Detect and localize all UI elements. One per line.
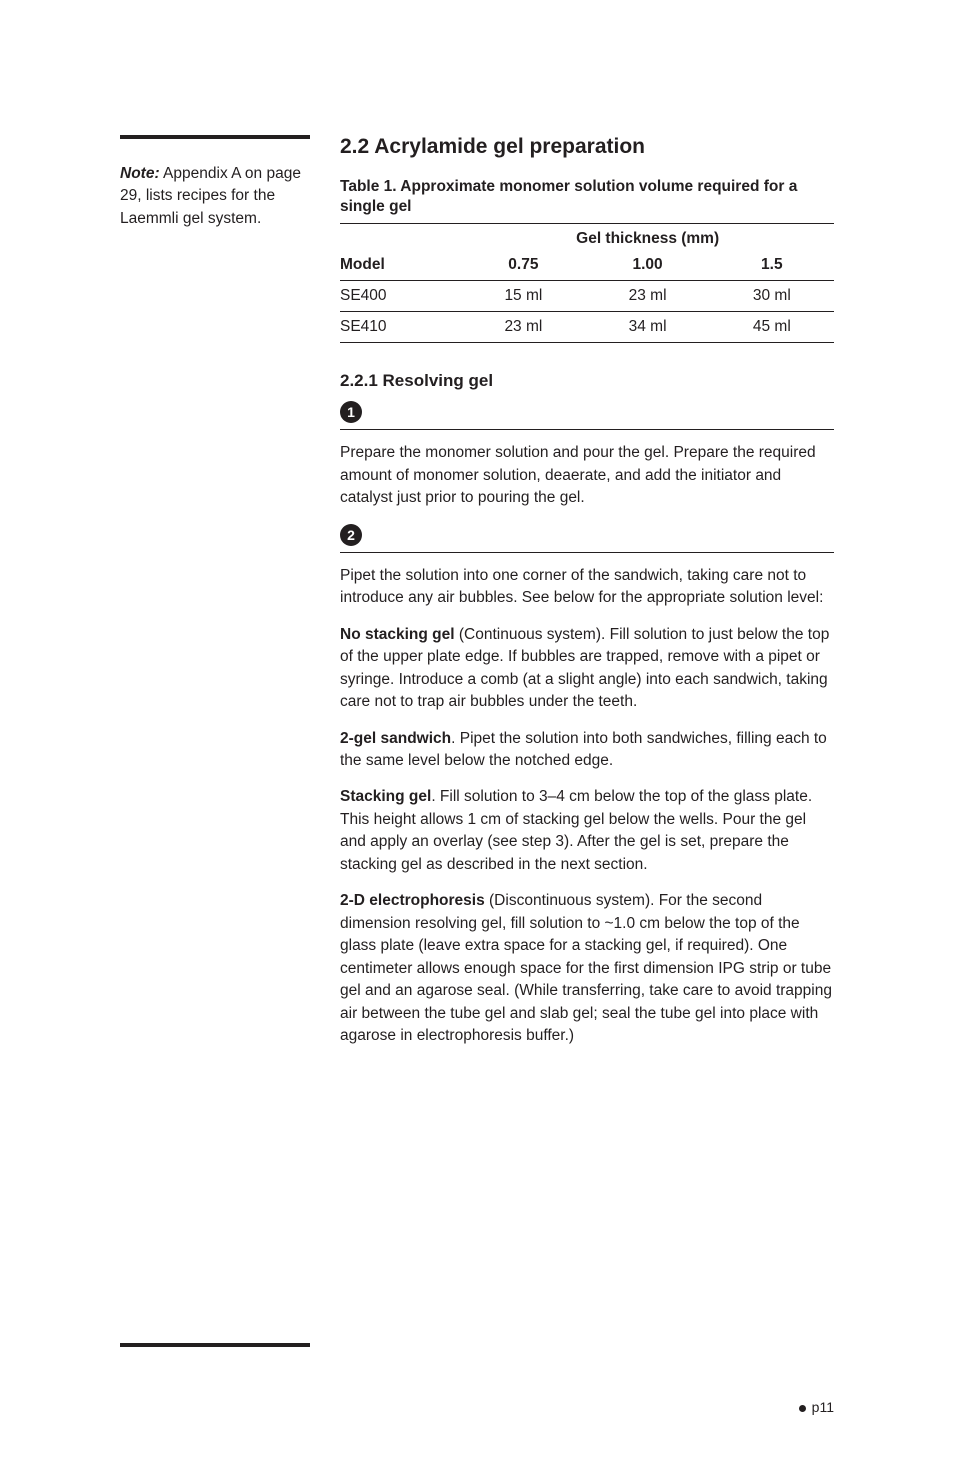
cell: 23 ml: [461, 312, 585, 343]
step-2-header: 2: [340, 524, 834, 553]
side-bottom-rule: [120, 1343, 310, 1347]
step-number-icon: 1: [340, 401, 362, 423]
subsection-title: 2.2.1 Resolving gel: [340, 371, 834, 391]
cell: 30 ml: [710, 281, 834, 312]
side-column: Note: Appendix A on page 29, lists recip…: [120, 135, 310, 1062]
main-column: 2.2 Acrylamide gel preparation Table 1. …: [340, 135, 834, 1062]
cell: SE410: [340, 312, 461, 343]
col-100: 1.00: [585, 252, 709, 281]
table-corner-blank: [340, 224, 461, 253]
cell: 45 ml: [710, 312, 834, 343]
side-note-lead: Note:: [120, 165, 160, 182]
step-1-header: 1: [340, 401, 834, 430]
runin-lead: 2-D electrophoresis: [340, 892, 485, 909]
monomer-volume-table: Gel thickness (mm) Model 0.75 1.00 1.5 S…: [340, 223, 834, 343]
step-2-item-stacking: Stacking gel. Fill solution to 3–4 cm be…: [340, 786, 834, 876]
table-row: SE400 15 ml 23 ml 30 ml: [340, 281, 834, 312]
col-model: Model: [340, 252, 461, 281]
step-2-intro: Pipet the solution into one corner of th…: [340, 565, 834, 610]
col-15: 1.5: [710, 252, 834, 281]
table-spanner: Gel thickness (mm): [461, 224, 834, 253]
side-note: Note: Appendix A on page 29, lists recip…: [120, 163, 310, 230]
runin-text: (Discontinuous system). For the second d…: [340, 892, 832, 1044]
step-2-item-2gel: 2-gel sandwich. Pipet the solution into …: [340, 728, 834, 773]
cell: SE400: [340, 281, 461, 312]
runin-lead: No stacking gel: [340, 626, 455, 643]
step-2-item-no-stacking: No stacking gel (Continuous system). Fil…: [340, 624, 834, 714]
col-075: 0.75: [461, 252, 585, 281]
runin-lead: 2-gel sandwich: [340, 730, 451, 747]
step-number-icon: 2: [340, 524, 362, 546]
step-2-item-2d: 2-D electrophoresis (Discontinuous syste…: [340, 890, 834, 1047]
cell: 15 ml: [461, 281, 585, 312]
runin-lead: Stacking gel: [340, 788, 431, 805]
cell: 23 ml: [585, 281, 709, 312]
section-title: 2.2 Acrylamide gel preparation: [340, 135, 834, 159]
page-number-text: p11: [812, 1399, 834, 1415]
table-caption: Table 1. Approximate monomer solution vo…: [340, 177, 834, 217]
step-1-text: Prepare the monomer solution and pour th…: [340, 442, 834, 509]
table-row: SE410 23 ml 34 ml 45 ml: [340, 312, 834, 343]
bullet-icon: [799, 1405, 806, 1412]
side-top-rule: [120, 135, 310, 139]
page-number: p11: [799, 1399, 834, 1415]
cell: 34 ml: [585, 312, 709, 343]
